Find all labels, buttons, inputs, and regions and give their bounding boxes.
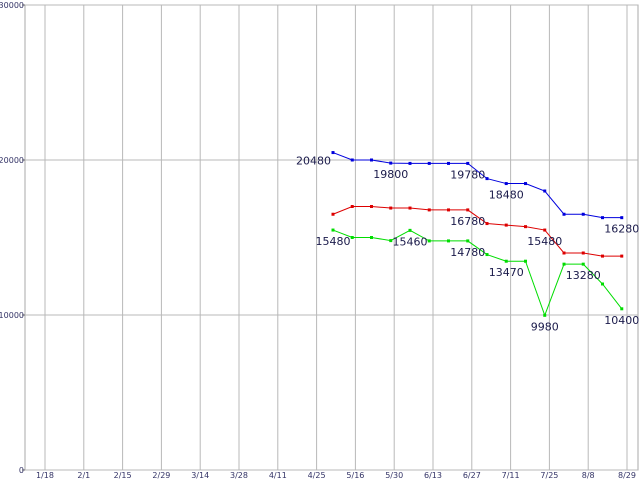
x-tick-label: 4/11 xyxy=(269,471,287,480)
data-label: 15480 xyxy=(316,235,351,248)
series-point xyxy=(601,282,604,286)
series-point xyxy=(581,251,585,255)
series-point xyxy=(601,254,604,258)
series-point xyxy=(562,262,566,266)
series-point xyxy=(466,239,470,243)
series-point xyxy=(524,259,527,263)
series-point xyxy=(350,205,354,208)
x-tick-label: 2/29 xyxy=(152,471,170,480)
series-point xyxy=(370,236,373,239)
series-point xyxy=(601,216,604,220)
series-point xyxy=(581,212,585,216)
series-line xyxy=(332,229,623,317)
series-point xyxy=(524,182,527,186)
series-point xyxy=(331,212,335,216)
data-label: 13280 xyxy=(566,269,601,282)
series-point xyxy=(581,262,585,266)
series-point xyxy=(408,228,412,232)
x-tick-label: 5/30 xyxy=(385,471,403,480)
series-point xyxy=(408,206,412,210)
series-point xyxy=(524,225,527,229)
data-label: 19800 xyxy=(373,168,408,181)
series-group xyxy=(331,151,624,317)
series-point xyxy=(504,223,508,227)
data-label: 14780 xyxy=(450,246,485,259)
series-point xyxy=(427,208,431,212)
y-tick-label: 0 xyxy=(19,466,24,475)
data-label: 18480 xyxy=(489,189,524,202)
x-tick-label: 1/18 xyxy=(36,471,54,480)
y-tick-label: 30000 xyxy=(0,1,24,10)
x-tick-label: 6/13 xyxy=(424,471,442,480)
series-point xyxy=(485,253,489,257)
series-point xyxy=(447,208,450,212)
series-point xyxy=(447,161,450,165)
data-label: 13470 xyxy=(489,266,524,279)
x-tick-label: 8/8 xyxy=(582,471,595,480)
series-point xyxy=(389,206,393,210)
data-label: 15460 xyxy=(393,235,428,248)
series-point xyxy=(543,313,547,317)
series-point xyxy=(427,239,431,243)
series-point xyxy=(466,161,470,165)
data-label: 10400 xyxy=(604,314,639,327)
series-point xyxy=(485,177,489,181)
series-point xyxy=(447,239,450,243)
series-point xyxy=(504,259,508,263)
series-line xyxy=(332,206,622,257)
x-tick-label: 5/16 xyxy=(346,471,364,480)
data-label: 20480 xyxy=(296,155,331,168)
series-point xyxy=(543,228,547,232)
series-point xyxy=(427,161,431,165)
series-point xyxy=(370,158,373,162)
x-tick-label: 3/14 xyxy=(191,471,209,480)
series-point xyxy=(389,239,393,243)
x-tick-label: 4/25 xyxy=(308,471,326,480)
x-tick-label: 7/11 xyxy=(502,471,520,480)
x-tick-label: 8/29 xyxy=(618,471,636,480)
series-point xyxy=(350,236,354,239)
series-point xyxy=(562,251,566,255)
series-point xyxy=(331,228,335,232)
grid xyxy=(24,4,639,471)
y-tick-label: 20000 xyxy=(0,156,24,165)
x-tick-label: 2/1 xyxy=(77,471,90,480)
series-point xyxy=(331,151,335,155)
series-point xyxy=(562,212,566,216)
series-point xyxy=(620,216,624,220)
series-point xyxy=(543,189,547,193)
data-label: 16780 xyxy=(450,215,485,228)
series-line xyxy=(332,152,622,219)
series-point xyxy=(389,161,393,165)
series-point xyxy=(485,222,489,226)
data-label: 15480 xyxy=(527,235,562,248)
data-labels: 20480 19800 19780 18480 16280 16780 15480 15480… xyxy=(296,155,639,334)
x-tick-label: 2/15 xyxy=(114,471,132,480)
series-point xyxy=(504,182,508,186)
x-tick-label: 7/25 xyxy=(540,471,558,480)
x-tick-label: 6/27 xyxy=(463,471,481,480)
series-point xyxy=(620,307,624,311)
x-tick-label: 3/28 xyxy=(230,471,248,480)
series-point xyxy=(350,158,354,162)
data-label: 9980 xyxy=(531,320,559,333)
series-point xyxy=(466,208,470,212)
series-point xyxy=(408,161,412,165)
data-label: 16280 xyxy=(604,223,639,236)
series-point xyxy=(620,254,624,258)
series-point xyxy=(370,205,373,208)
y-tick-label: 10000 xyxy=(0,311,24,320)
data-label: 19780 xyxy=(450,168,485,181)
